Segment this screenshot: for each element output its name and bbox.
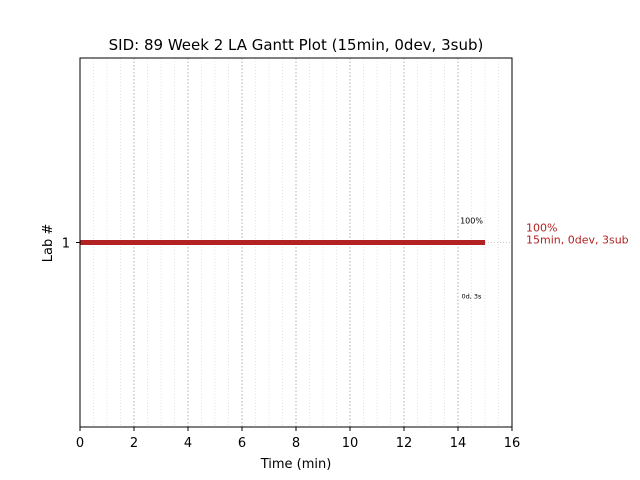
side-label-detail: 15min, 0dev, 3sub xyxy=(526,234,629,247)
x-axis-label: Time (min) xyxy=(260,457,332,472)
y-axis-ticks: 1 xyxy=(62,237,80,252)
x-tick-label: 4 xyxy=(184,436,192,451)
bar-label-below: 0d, 3s xyxy=(462,293,483,301)
x-tick-label: 6 xyxy=(238,436,246,451)
x-tick-label: 2 xyxy=(130,436,138,451)
y-axis-label: Lab # xyxy=(41,224,56,263)
x-tick-label: 10 xyxy=(342,436,359,451)
bars xyxy=(80,240,485,245)
x-tick-label: 14 xyxy=(450,436,467,451)
y-tick-label: 1 xyxy=(62,237,70,252)
x-tick-label: 16 xyxy=(504,436,521,451)
side-label-percent: 100% xyxy=(526,222,557,235)
chart-title: SID: 89 Week 2 LA Gantt Plot (15min, 0de… xyxy=(109,36,484,54)
x-tick-label: 8 xyxy=(292,436,300,451)
x-tick-label: 12 xyxy=(396,436,413,451)
gantt-bar xyxy=(80,240,485,245)
bar-label-above: 100% xyxy=(460,217,483,226)
x-tick-label: 0 xyxy=(76,436,84,451)
x-axis-ticks: 0 2 4 6 8 10 12 14 16 xyxy=(76,427,520,451)
